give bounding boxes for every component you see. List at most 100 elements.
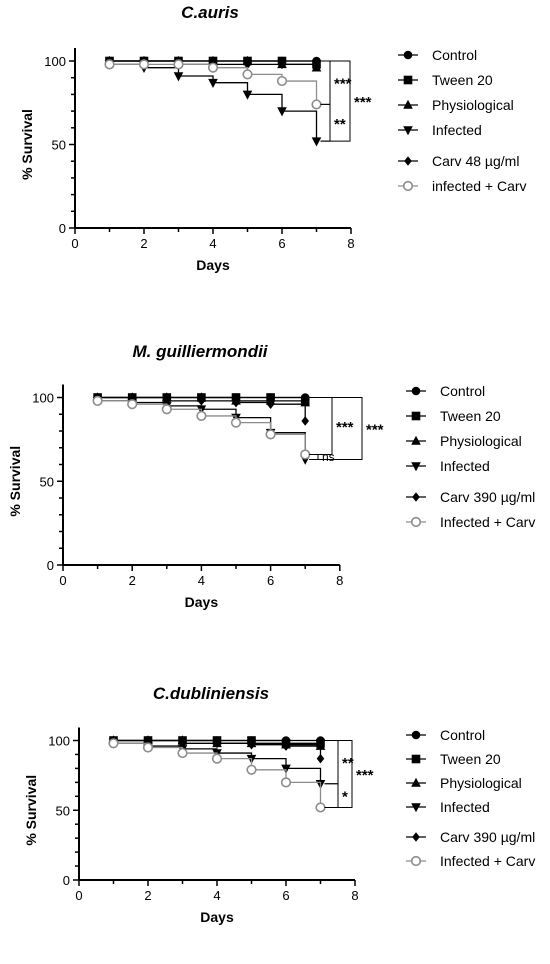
- legend-label: Carv 48 µg/ml: [432, 153, 519, 169]
- series-line: [109, 63, 318, 142]
- legend-marker: [411, 777, 421, 787]
- legend-label: Carv 390 µg/ml: [440, 829, 535, 845]
- data-point: [108, 738, 119, 749]
- significance-label: ns: [322, 450, 335, 464]
- data-point: [173, 72, 184, 82]
- legend-label: Control: [440, 727, 485, 743]
- y-tick-label: 0: [63, 873, 70, 888]
- data-point: [311, 137, 322, 147]
- data-point: [278, 59, 286, 70]
- data-point: [211, 753, 223, 764]
- data-point: [208, 78, 218, 89]
- series-infected: [104, 60, 322, 147]
- significance-bracket: *: [324, 783, 348, 808]
- legend-item: Carv 48 µg/ml: [398, 153, 519, 169]
- significance-bracket: ***: [320, 60, 372, 142]
- data-point: [128, 392, 136, 403]
- data-point: [104, 59, 115, 70]
- bracket-line: [324, 740, 353, 808]
- legend-item: Infected + Carv: [406, 853, 535, 869]
- significance-label: ***: [366, 421, 384, 438]
- y-axis-label: % Survival: [19, 109, 35, 180]
- x-tick-label: 0: [59, 573, 66, 588]
- data-point: [161, 404, 172, 415]
- y-axis-label: % Survival: [23, 775, 39, 846]
- significance-bracket: ***: [320, 60, 352, 105]
- legend-label: Infected + Carv: [440, 853, 535, 869]
- data-point: [230, 417, 242, 428]
- data-point: [138, 59, 150, 70]
- data-point: [127, 399, 138, 410]
- x-axis-label: Days: [200, 909, 234, 925]
- legend-item: Physiological: [406, 775, 522, 791]
- significance-label: **: [342, 755, 354, 772]
- legend: Control Tween 20 Physiological Infected Carv…: [406, 383, 535, 530]
- x-tick-label: 6: [278, 236, 285, 251]
- legend-marker: [411, 386, 421, 396]
- data-point: [242, 69, 253, 80]
- bracket-line: [324, 783, 339, 808]
- legend-label: Infected + Carv: [440, 514, 535, 530]
- legend-marker: [411, 730, 421, 740]
- significance-bracket: **: [324, 740, 354, 785]
- series-infected-carv: [92, 395, 311, 460]
- x-tick-label: 8: [347, 236, 354, 251]
- y-tick-label: 100: [48, 734, 70, 749]
- x-axis-label: Days: [196, 257, 230, 273]
- data-point: [315, 740, 326, 750]
- legend: Control Tween 20 Physiological Infected Carv…: [406, 727, 535, 869]
- legend-marker: [403, 75, 413, 85]
- data-point: [232, 397, 240, 408]
- significance-label: *: [342, 789, 348, 806]
- legend-marker: [403, 50, 413, 60]
- legend-item: Control: [406, 727, 485, 743]
- data-point: [142, 742, 154, 753]
- data-point: [197, 396, 206, 406]
- y-tick-label: 50: [56, 803, 70, 818]
- x-tick-label: 4: [198, 573, 205, 588]
- x-tick-label: 4: [209, 236, 216, 251]
- legend-label: Physiological: [440, 433, 522, 449]
- data-point: [178, 738, 187, 749]
- legend-label: infected + Carv: [432, 178, 527, 194]
- data-point: [177, 747, 188, 759]
- legend: Control Tween 20 Physiological Infected Carv…: [398, 47, 527, 194]
- legend-marker: [402, 180, 414, 192]
- legend-marker: [403, 126, 413, 136]
- series-line: [97, 400, 306, 455]
- data-point: [266, 399, 275, 409]
- significance-label: ***: [356, 767, 374, 784]
- x-tick-label: 0: [75, 888, 82, 903]
- data-point: [311, 99, 322, 110]
- data-point: [144, 735, 152, 746]
- x-tick-label: 2: [144, 888, 151, 903]
- data-point: [282, 741, 290, 751]
- significance-bracket: ns: [309, 450, 335, 464]
- x-tick-label: 2: [129, 573, 136, 588]
- legend-item: Carv 390 µg/ml: [406, 829, 535, 845]
- legend-item: Carv 390 µg/ml: [406, 489, 535, 505]
- x-tick-label: 0: [71, 236, 78, 251]
- legend-marker: [411, 435, 421, 445]
- significance-bracket: ***: [324, 740, 374, 808]
- x-tick-label: 2: [140, 236, 147, 251]
- bracket-line: [320, 60, 331, 105]
- data-point: [173, 59, 184, 70]
- y-tick-label: 100: [44, 54, 66, 69]
- data-point: [196, 410, 207, 422]
- data-point: [300, 449, 311, 460]
- x-axis-label: Days: [185, 594, 219, 610]
- legend-label: Tween 20: [440, 408, 501, 424]
- x-tick-label: 6: [267, 573, 274, 588]
- y-tick-label: 0: [59, 221, 66, 236]
- legend-marker: [404, 156, 412, 166]
- legend-label: Physiological: [440, 775, 522, 791]
- legend-marker: [410, 516, 422, 528]
- legend-item: infected + Carv: [398, 178, 527, 194]
- data-point: [247, 739, 256, 750]
- significance-label: ***: [336, 419, 354, 436]
- data-point: [301, 416, 309, 426]
- legend-marker: [412, 492, 420, 502]
